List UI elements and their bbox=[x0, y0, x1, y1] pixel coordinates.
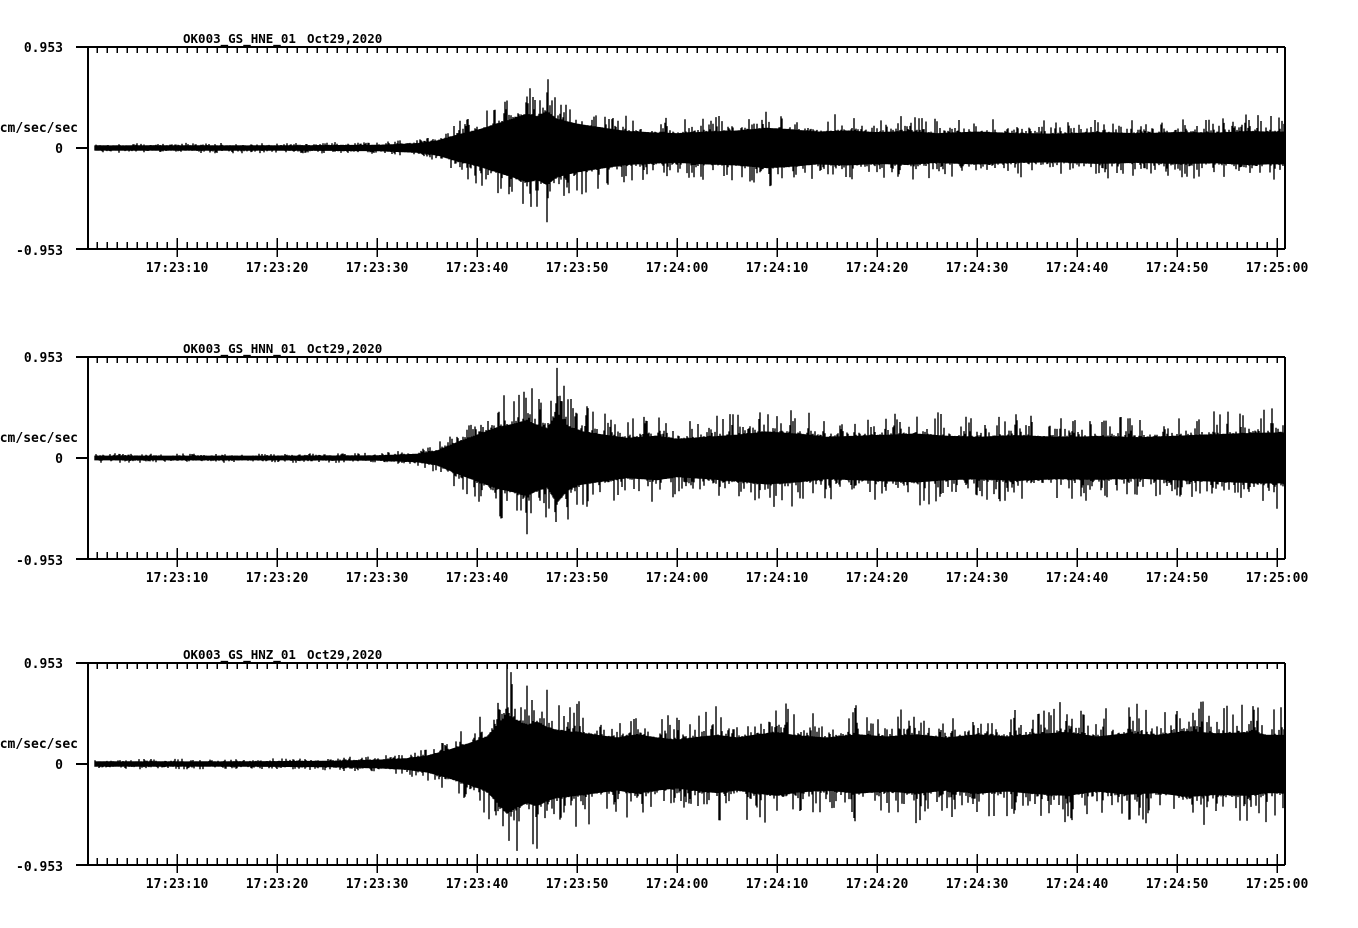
minor-ticks bbox=[96, 47, 1278, 249]
waveform-trace-hnn bbox=[94, 367, 1285, 535]
x-tick-label: 17:25:00 bbox=[1246, 571, 1309, 586]
panel-axes-and-trace: 17:23:10 17:23:20 17:23:30 17:23:40 17:23:50… bbox=[76, 662, 1309, 892]
x-tick-label: 17:24:10 bbox=[746, 261, 809, 276]
x-tick-label: 17:24:50 bbox=[1146, 571, 1209, 586]
waveform-trace-hnz bbox=[94, 664, 1285, 851]
x-tick-label: 17:23:30 bbox=[346, 261, 409, 276]
x-tick-label: 17:24:20 bbox=[846, 571, 909, 586]
x-tick-label: 17:24:50 bbox=[1146, 877, 1209, 892]
x-tick-label: 17:24:40 bbox=[1046, 571, 1109, 586]
panel-title: OK003_GS_HNN_01 bbox=[183, 341, 296, 357]
panel-axes-and-trace: 17:23:10 17:23:20 17:23:30 17:23:40 17:23:50… bbox=[76, 46, 1309, 276]
x-tick-label: 17:24:50 bbox=[1146, 261, 1209, 276]
x-tick-label: 17:24:10 bbox=[746, 877, 809, 892]
y-axis-units-label: cm/sec/sec bbox=[0, 737, 78, 752]
panel-date: Oct29,2020 bbox=[307, 31, 382, 46]
x-tick-label: 17:24:00 bbox=[646, 877, 709, 892]
x-tick-label: 17:23:10 bbox=[146, 261, 209, 276]
x-tick-label: 17:23:20 bbox=[246, 571, 309, 586]
x-tick-label: 17:24:20 bbox=[846, 877, 909, 892]
major-ticks bbox=[176, 238, 1278, 257]
waveform-trace-hne bbox=[94, 79, 1285, 223]
y-tick-label-zero: 0 bbox=[55, 142, 63, 157]
x-tick-label: 17:24:00 bbox=[646, 571, 709, 586]
panel-date: Oct29,2020 bbox=[307, 341, 382, 356]
y-tick-label-max: 0.953 bbox=[24, 41, 63, 56]
x-tick-label: 17:23:10 bbox=[146, 571, 209, 586]
y-tick-label-zero: 0 bbox=[55, 758, 63, 773]
axis-frame bbox=[76, 356, 1286, 560]
x-tick-label: 17:23:50 bbox=[546, 877, 609, 892]
major-ticks bbox=[176, 548, 1278, 567]
panel-axes-and-trace: 17:23:10 17:23:20 17:23:30 17:23:40 17:23:50… bbox=[76, 356, 1309, 586]
x-tick-label: 17:23:10 bbox=[146, 877, 209, 892]
x-tick-label: 17:24:40 bbox=[1046, 261, 1109, 276]
x-tick-label: 17:23:40 bbox=[446, 877, 509, 892]
x-tick-label: 17:24:30 bbox=[946, 877, 1009, 892]
x-tick-label: 17:23:20 bbox=[246, 877, 309, 892]
y-tick-label-min: -0.953 bbox=[16, 554, 63, 569]
y-tick-label-min: -0.953 bbox=[16, 244, 63, 259]
seismogram-panel-hne: 17:23:10 17:23:20 17:23:30 17:23:40 17:23:50… bbox=[0, 31, 1308, 276]
seismogram-panel-hnn: 17:23:10 17:23:20 17:23:30 17:23:40 17:23:50… bbox=[0, 341, 1308, 586]
x-tick-label: 17:24:10 bbox=[746, 571, 809, 586]
x-tick-label: 17:23:40 bbox=[446, 571, 509, 586]
x-tick-label: 17:23:40 bbox=[446, 261, 509, 276]
x-tick-label: 17:24:30 bbox=[946, 571, 1009, 586]
x-tick-label: 17:24:30 bbox=[946, 261, 1009, 276]
x-tick-label: 17:25:00 bbox=[1246, 877, 1309, 892]
x-tick-label: 17:23:30 bbox=[346, 571, 409, 586]
panel-title: OK003_GS_HNE_01 bbox=[183, 31, 296, 47]
x-tick-label: 17:24:40 bbox=[1046, 877, 1109, 892]
seismogram-panel-hnz: 17:23:10 17:23:20 17:23:30 17:23:40 17:23:50… bbox=[0, 647, 1308, 892]
x-tick-label: 17:23:50 bbox=[546, 571, 609, 586]
minor-ticks bbox=[96, 357, 1278, 559]
y-axis-units-label: cm/sec/sec bbox=[0, 431, 78, 446]
x-tick-label: 17:24:20 bbox=[846, 261, 909, 276]
y-tick-label-max: 0.953 bbox=[24, 657, 63, 672]
x-tick-label: 17:25:00 bbox=[1246, 261, 1309, 276]
minor-ticks bbox=[96, 663, 1278, 865]
axis-frame bbox=[76, 46, 1286, 250]
x-tick-label: 17:23:50 bbox=[546, 261, 609, 276]
axis-frame bbox=[76, 662, 1286, 866]
panel-date: Oct29,2020 bbox=[307, 647, 382, 662]
y-tick-label-max: 0.953 bbox=[24, 351, 63, 366]
y-tick-label-min: -0.953 bbox=[16, 860, 63, 875]
major-ticks bbox=[176, 854, 1278, 873]
x-tick-label: 17:23:30 bbox=[346, 877, 409, 892]
y-axis-units-label: cm/sec/sec bbox=[0, 121, 78, 136]
x-tick-label: 17:24:00 bbox=[646, 261, 709, 276]
x-tick-label: 17:23:20 bbox=[246, 261, 309, 276]
panel-title: OK003_GS_HNZ_01 bbox=[183, 647, 296, 663]
y-tick-label-zero: 0 bbox=[55, 452, 63, 467]
